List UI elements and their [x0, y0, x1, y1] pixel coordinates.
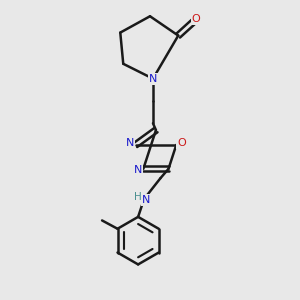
Text: N: N — [134, 165, 142, 175]
Text: N: N — [126, 138, 134, 148]
Text: N: N — [142, 195, 151, 205]
Text: O: O — [192, 14, 200, 24]
Text: N: N — [149, 74, 157, 84]
Text: H: H — [134, 192, 141, 202]
Text: O: O — [177, 138, 186, 148]
